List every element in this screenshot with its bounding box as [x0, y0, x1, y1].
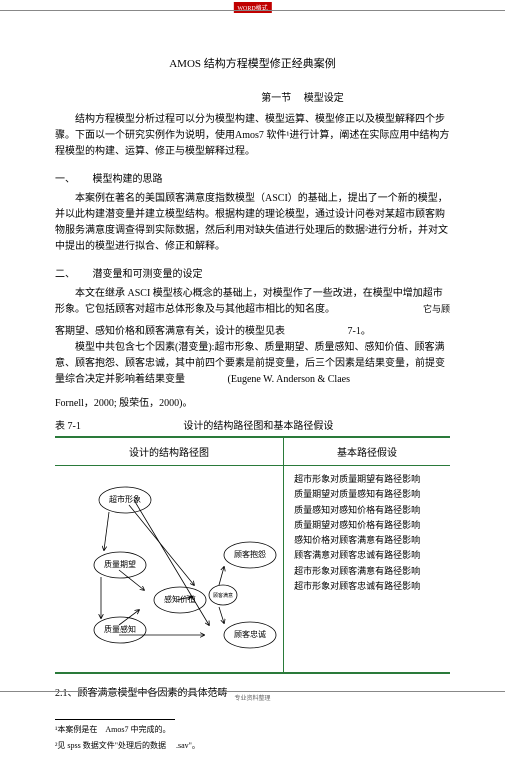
table-body: 超市形象质量期望顾客抱怨感知价值顾客满意质量感知顾客忠诚 [55, 466, 450, 672]
header-tag: WORD格式 [233, 2, 271, 13]
sub1-title: 模型构建的思路 [93, 174, 163, 185]
hypothesis-item: 超市形象对顾客满意有路径影响 [294, 564, 446, 579]
hypothesis-item: 顾客满意对顾客忠诚有路径影响 [294, 548, 446, 563]
svg-text:质量期望: 质量期望 [104, 559, 136, 569]
section-name: 模型设定 [304, 93, 344, 104]
svg-text:超市形象: 超市形象 [109, 494, 141, 504]
section-title: 第一节 模型设定 [55, 89, 450, 104]
document-content: AMOS 结构方程模型修正经典案例 第一节 模型设定 结构方程模型分析过程可以分… [0, 0, 505, 782]
col2-header: 基本路径假设 [284, 438, 450, 465]
footer-divider [0, 691, 505, 692]
col1-header: 设计的结构路径图 [55, 438, 284, 465]
path-diagram: 超市形象质量期望顾客抱怨感知价值顾客满意质量感知顾客忠诚 [59, 470, 279, 665]
section-num: 第一节 [261, 93, 291, 104]
sub2-num: 二、 [55, 269, 70, 280]
svg-text:顾客满意: 顾客满意 [213, 592, 233, 599]
sub2-para1: 本文在继承 ASCI 模型核心概念的基础上，对模型作了一些改进，在模型中增加超市… [55, 286, 450, 318]
hypothesis-cell: 超市形象对质量期望有路径影响质量期望对质量感知有路径影响质量感知对感知价格有路径… [284, 466, 450, 672]
doc-title: AMOS 结构方程模型修正经典案例 [55, 55, 450, 71]
right-note: 它与顾 [403, 302, 450, 316]
hypothesis-item: 超市形象对质量期望有路径影响 [294, 472, 446, 487]
footnote1: ¹本案例是在 Amos7 中完成的。 [55, 724, 450, 736]
table-title: 设计的结构路径图和基本路径假设 [83, 417, 333, 432]
footnote-divider [55, 719, 175, 720]
footer-text: 专业资料整理 [234, 693, 270, 702]
sub2-para3: 模型中共包含七个因素(潜变量):超市形象、质量期望、质量感知、感知价值、顾客满意… [55, 340, 450, 388]
sub1-num: 一、 [55, 174, 70, 185]
hypothesis-item: 质量期望对质量感知有路径影响 [294, 487, 446, 502]
table-caption: 表 7-1 设计的结构路径图和基本路径假设 [55, 417, 450, 432]
svg-text:质量感知: 质量感知 [104, 624, 136, 634]
table-header: 设计的结构路径图 基本路径假设 [55, 438, 450, 466]
citation2: Fornell，2000; 殷荣伍，2000)。 [55, 394, 450, 409]
intro-para: 结构方程模型分析过程可以分为模型构建、模型运算、模型修正以及模型解释四个步骤。下… [55, 112, 450, 160]
svg-text:顾客忠诚: 顾客忠诚 [234, 629, 266, 639]
svg-text:顾客抱怨: 顾客抱怨 [234, 549, 266, 559]
hypothesis-item: 质量感知对感知价格有路径影响 [294, 503, 446, 518]
hypothesis-item: 质量期望对感知价格有路径影响 [294, 518, 446, 533]
citation: (Eugene W. Anderson & Claes [188, 374, 350, 385]
footnote2: ²见 spss 数据文件"处理后的数据 .sav"。 [55, 740, 450, 752]
diagram-cell: 超市形象质量期望顾客抱怨感知价值顾客满意质量感知顾客忠诚 [55, 466, 284, 672]
top-divider [0, 10, 505, 11]
sub2-title: 潜变量和可测变量的设定 [93, 269, 203, 280]
subsection-2: 二、 潜变量和可测变量的设定 [55, 265, 450, 280]
sub2-para2-line: 客期望、感知价格和顾客满意有关，设计的模型见表 7-1。 [55, 324, 450, 340]
table-num: 表 7-1 [55, 421, 81, 432]
diagram-table: 设计的结构路径图 基本路径假设 超市形象质量期望顾客抱怨感知价值顾客满意质量感知… [55, 436, 450, 674]
sub1-para: 本案例在著名的美国顾客满意度指数模型（ASCI）的基础上，提出了一个新的模型，并… [55, 191, 450, 255]
hypothesis-item: 超市形象对顾客忠诚有路径影响 [294, 579, 446, 594]
hypothesis-item: 感知价格对顾客满意有路径影响 [294, 533, 446, 548]
subsection-1: 一、 模型构建的思路 [55, 170, 450, 185]
